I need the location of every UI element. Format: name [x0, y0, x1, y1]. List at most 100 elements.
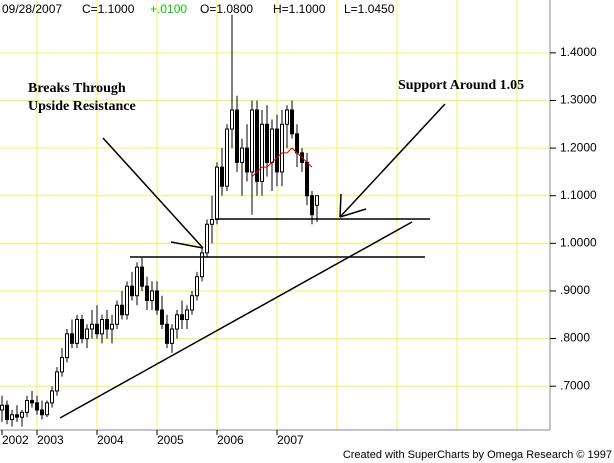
candle-body	[25, 399, 29, 413]
candle-body	[105, 319, 109, 330]
candle-body	[100, 319, 104, 335]
candle-body	[115, 304, 119, 325]
candle-body	[65, 333, 69, 359]
candle-body	[5, 404, 9, 421]
y-tick-label: 1.0000	[560, 236, 597, 250]
x-tick-label: 2005	[157, 433, 184, 447]
candle-body	[230, 109, 234, 130]
x-tick-label: 2003	[37, 433, 64, 447]
candle-body	[95, 323, 99, 335]
y-tick-label: .8000	[560, 331, 590, 345]
arrow-head	[339, 208, 367, 218]
candle-body	[210, 219, 214, 225]
candle-body	[175, 314, 179, 330]
candle-body	[310, 195, 314, 216]
candle-body	[90, 323, 94, 330]
grid	[0, 0, 550, 430]
x-tick-label: 2004	[97, 433, 124, 447]
candle-body	[285, 109, 289, 125]
candle-body	[85, 328, 89, 340]
candle-body	[165, 323, 169, 344]
x-tick-label: 2002	[2, 433, 29, 447]
candle-body	[0, 404, 4, 411]
header-close: C=1.1000	[82, 2, 135, 16]
credit: Created with SuperCharts by Omega Resear…	[343, 449, 612, 461]
candle-body	[215, 166, 219, 221]
annotation: Upside Resistance	[28, 99, 136, 114]
candle-body	[255, 109, 259, 182]
candle-body	[20, 411, 24, 418]
candle-body	[75, 319, 79, 344]
candle-body	[125, 285, 129, 316]
candle-body	[155, 290, 159, 311]
candle-body	[140, 266, 144, 287]
header-date: 09/28/2007	[2, 2, 62, 16]
candles	[0, 14, 319, 427]
candle-body	[305, 161, 309, 197]
y-tick-label: 1.3000	[560, 93, 597, 107]
candle-body	[265, 123, 269, 163]
x-tick-label: 2007	[277, 433, 304, 447]
x-tick-label: 2006	[217, 433, 244, 447]
candle-body	[40, 409, 44, 416]
candle-body	[275, 128, 279, 173]
candle-body	[295, 133, 299, 154]
y-tick-label: 1.4000	[560, 45, 597, 59]
candle-body	[120, 304, 124, 316]
candle-body	[145, 285, 149, 301]
candle-body	[80, 319, 84, 340]
candle-body	[280, 123, 284, 173]
candle-body	[170, 328, 174, 344]
candle-body	[60, 357, 64, 373]
candle-body	[205, 223, 209, 254]
candle-body	[260, 123, 264, 182]
header-open: O=1.0800	[200, 2, 253, 16]
candle-body	[10, 414, 14, 421]
y-tick-label: 1.2000	[560, 140, 597, 154]
candle-body	[315, 195, 319, 206]
header-low: L=1.0450	[344, 2, 395, 16]
candle-body	[250, 109, 254, 173]
candle-body	[50, 390, 54, 404]
candle-body	[110, 323, 114, 330]
arrow-head	[170, 241, 204, 249]
candle-body	[240, 147, 244, 163]
candle-body	[290, 109, 294, 135]
candle-body	[270, 128, 274, 163]
candle-body	[15, 414, 19, 418]
header-change: +.0100	[150, 2, 187, 16]
candle-body	[190, 295, 194, 311]
trend-line	[59, 221, 413, 419]
candle-body	[220, 166, 224, 187]
candle-body	[30, 399, 34, 404]
candle-body	[180, 314, 184, 321]
arrow	[102, 137, 204, 249]
annotation: Support Around 1.05	[398, 78, 524, 93]
candle-body	[130, 285, 134, 297]
candle-body	[150, 290, 154, 301]
candle-body	[55, 371, 59, 392]
candle-body	[35, 402, 39, 411]
candle-body	[160, 309, 164, 325]
candle-body	[135, 266, 139, 297]
candle-body	[185, 309, 189, 321]
y-tick-label: .7000	[560, 378, 590, 392]
y-tick-label: .9000	[560, 283, 590, 297]
candle-body	[45, 402, 49, 416]
candle-body	[245, 147, 249, 173]
annotation: Breaks Through	[28, 81, 126, 96]
moving-average	[251, 147, 313, 178]
candle-body	[235, 109, 239, 163]
candle-body	[225, 128, 229, 187]
y-tick-label: 1.1000	[560, 188, 597, 202]
future-grid	[336, 0, 518, 430]
candle-body	[195, 276, 199, 297]
candle-body	[70, 333, 74, 344]
annotation-lines	[59, 103, 446, 419]
arrow-head	[339, 193, 342, 218]
candle-body	[200, 252, 204, 278]
arrow	[339, 103, 446, 218]
header-high: H=1.1000	[273, 2, 326, 16]
